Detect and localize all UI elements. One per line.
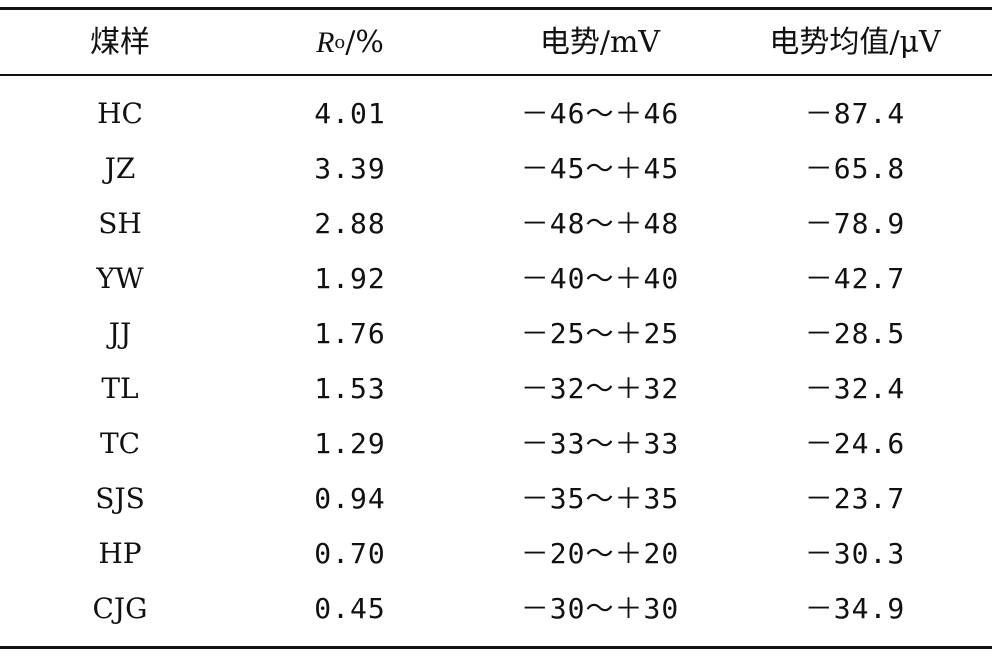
sample-cell: SJS (95, 482, 145, 515)
table-header-rule (0, 74, 992, 76)
header-ro-symbol: R (316, 26, 335, 59)
table-row: SJS 0.94 －35～＋35 －23.7 (0, 471, 992, 527)
range-cell: －35～＋35 (520, 482, 680, 515)
header-ro-unit: /% (345, 25, 384, 60)
range-cell: －20～＋20 (520, 537, 680, 570)
table-row: TL 1.53 －32～＋32 －32.4 (0, 361, 992, 417)
mean-cell: －30.3 (804, 537, 906, 570)
range-cell: －33～＋33 (520, 427, 680, 460)
sample-cell: TL (101, 372, 139, 405)
mean-cell: －42.7 (804, 262, 906, 295)
sample-cell: TC (99, 427, 141, 460)
header-sample: 煤样 (90, 25, 150, 60)
range-cell: －32～＋32 (520, 372, 680, 405)
table-row: JZ 3.39 －45～＋45 －65.8 (0, 141, 992, 197)
ro-cell: 0.45 (314, 592, 386, 625)
sample-cell: HP (98, 537, 142, 570)
sample-cell: SH (98, 207, 142, 240)
ro-cell: 2.88 (314, 207, 386, 240)
mean-cell: －87.4 (804, 97, 906, 130)
sample-cell: CJG (92, 592, 148, 625)
table-row: SH 2.88 －48～＋48 －78.9 (0, 196, 992, 252)
ro-cell: 1.76 (314, 317, 386, 350)
range-cell: －30～＋30 (520, 592, 680, 625)
mean-cell: －23.7 (804, 482, 906, 515)
mean-cell: －24.6 (804, 427, 906, 460)
ro-cell: 0.70 (314, 537, 386, 570)
mean-cell: －28.5 (804, 317, 906, 350)
sample-cell: JJ (108, 317, 132, 350)
mean-cell: －65.8 (804, 152, 906, 185)
mean-cell: －32.4 (804, 372, 906, 405)
ro-cell: 0.94 (314, 482, 386, 515)
table-row: CJG 0.45 －30～＋30 －34.9 (0, 581, 992, 637)
range-cell: －46～＋46 (520, 97, 680, 130)
table-row: TC 1.29 －33～＋33 －24.6 (0, 416, 992, 472)
table-bottom-rule (0, 646, 992, 649)
range-cell: －40～＋40 (520, 262, 680, 295)
range-cell: －48～＋48 (520, 207, 680, 240)
sample-cell: HC (97, 97, 143, 130)
table-row: YW 1.92 －40～＋40 －42.7 (0, 251, 992, 307)
mean-cell: －78.9 (804, 207, 906, 240)
table-row: JJ 1.76 －25～＋25 －28.5 (0, 306, 992, 362)
header-ro-subscript: o (334, 32, 346, 53)
ro-cell: 4.01 (314, 97, 386, 130)
table-top-rule (0, 7, 992, 10)
ro-cell: 1.92 (314, 262, 386, 295)
mean-cell: －34.9 (804, 592, 906, 625)
range-cell: －45～＋45 (520, 152, 680, 185)
sample-cell: JZ (104, 152, 136, 185)
header-potential-mean: 电势均值/μV (769, 25, 941, 60)
table-row: HP 0.70 －20～＋20 －30.3 (0, 526, 992, 582)
sample-cell: YW (96, 262, 144, 295)
ro-cell: 1.29 (314, 427, 386, 460)
header-potential: 电势/mV (539, 25, 661, 60)
ro-cell: 1.53 (314, 372, 386, 405)
range-cell: －25～＋25 (520, 317, 680, 350)
ro-cell: 3.39 (314, 152, 386, 185)
table-row: HC 4.01 －46～＋46 －87.4 (0, 86, 992, 142)
